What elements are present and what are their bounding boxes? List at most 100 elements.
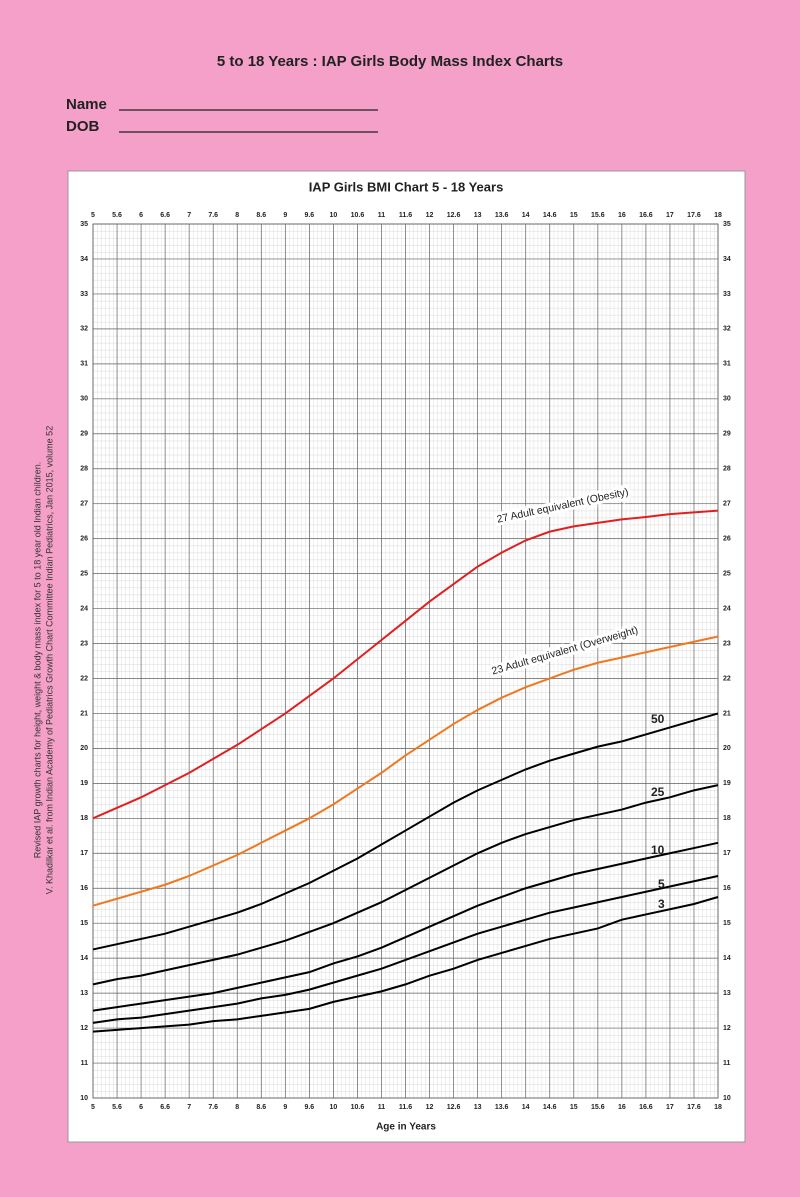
x-tick-label: 11	[378, 212, 386, 219]
x-tick-label: 8	[235, 1104, 239, 1111]
x-tick-label: 14.6	[543, 212, 557, 219]
y-tick-label: 26	[80, 535, 88, 542]
x-tick-label: 9	[283, 1104, 287, 1111]
series-line	[92, 635, 719, 907]
y-tick-label: 34	[80, 256, 88, 263]
x-tick-label: 18	[714, 212, 722, 219]
page-title: 5 to 18 Years : IAP Girls Body Mass Inde…	[217, 53, 563, 70]
x-tick-label: 17.6	[687, 1104, 701, 1111]
y-tick-label: 17	[723, 850, 731, 857]
x-tick-label: 15.6	[591, 1104, 605, 1111]
y-tick-label: 12	[723, 1025, 731, 1032]
x-tick-label: 10.6	[351, 1104, 365, 1111]
x-tick-label: 11.6	[399, 212, 412, 219]
series-line	[92, 509, 719, 820]
name-label: Name	[66, 96, 107, 113]
chart-title: IAP Girls BMI Chart 5 - 18 Years	[309, 179, 504, 194]
y-tick-label: 22	[80, 675, 88, 682]
x-tick-label: 8	[235, 212, 239, 219]
y-tick-label: 32	[723, 326, 731, 333]
x-tick-label: 6	[139, 1104, 143, 1111]
x-tick-label: 5	[91, 212, 95, 219]
y-tick-label: 23	[80, 640, 88, 647]
y-tick-label: 24	[723, 605, 731, 612]
y-tick-label: 15	[723, 920, 731, 927]
x-tick-label: 16.6	[639, 212, 653, 219]
x-tick-label: 7.6	[208, 1104, 218, 1111]
x-tick-label: 14	[522, 1104, 530, 1111]
footnote: V. Khadilkar et al. from Indian Academy …	[44, 426, 54, 894]
y-tick-label: 13	[723, 990, 731, 997]
series-line	[92, 896, 719, 1033]
y-tick-label: 33	[80, 291, 88, 298]
x-axis-label: Age in Years	[376, 1122, 436, 1133]
x-tick-label: 15	[570, 1104, 578, 1111]
series-line	[92, 841, 719, 1012]
y-tick-label: 30	[80, 396, 88, 403]
x-tick-label: 9	[283, 212, 287, 219]
x-tick-label: 13.6	[495, 1104, 509, 1111]
y-tick-label: 11	[723, 1060, 731, 1067]
y-tick-label: 16	[80, 885, 88, 892]
series-label: 10	[651, 843, 665, 857]
y-tick-label: 10	[80, 1095, 88, 1102]
x-tick-label: 16.6	[639, 1104, 653, 1111]
series-line	[92, 712, 719, 951]
series-label: 5	[658, 877, 665, 891]
y-tick-label: 34	[723, 256, 731, 263]
y-tick-label: 10	[723, 1095, 731, 1102]
footnote: Revised IAP growth charts for height, we…	[32, 462, 42, 859]
y-tick-label: 14	[723, 955, 731, 962]
x-tick-label: 15.6	[591, 212, 605, 219]
x-tick-label: 5.6	[112, 212, 122, 219]
x-tick-label: 9.6	[304, 1104, 314, 1111]
x-tick-label: 10.6	[351, 212, 365, 219]
y-tick-label: 20	[80, 745, 88, 752]
y-tick-label: 14	[80, 955, 88, 962]
x-tick-label: 7	[187, 212, 191, 219]
x-tick-label: 7	[187, 1104, 191, 1111]
x-tick-label: 13	[474, 1104, 482, 1111]
x-tick-label: 6.6	[160, 212, 170, 219]
y-tick-label: 15	[80, 920, 88, 927]
x-tick-label: 12	[426, 212, 434, 219]
y-tick-label: 11	[81, 1060, 89, 1067]
x-tick-label: 12.6	[447, 212, 461, 219]
y-tick-label: 28	[723, 466, 731, 473]
x-tick-label: 18	[714, 1104, 722, 1111]
y-tick-label: 35	[80, 221, 88, 228]
y-tick-label: 28	[80, 466, 88, 473]
x-tick-label: 9.6	[304, 212, 314, 219]
y-tick-label: 26	[723, 535, 731, 542]
x-tick-label: 6	[139, 212, 143, 219]
x-tick-label: 14	[522, 212, 530, 219]
y-tick-label: 35	[723, 221, 731, 228]
y-tick-label: 32	[80, 326, 88, 333]
series-line	[92, 784, 719, 986]
y-tick-label: 23	[723, 640, 731, 647]
y-tick-label: 24	[80, 605, 88, 612]
x-tick-label: 8.6	[256, 212, 266, 219]
x-tick-label: 6.6	[160, 1104, 170, 1111]
y-tick-label: 22	[723, 675, 731, 682]
x-tick-label: 17.6	[687, 212, 701, 219]
y-tick-label: 25	[723, 570, 731, 577]
y-tick-label: 18	[80, 815, 88, 822]
x-tick-label: 11	[378, 1104, 386, 1111]
x-tick-label: 5	[91, 1104, 95, 1111]
y-tick-label: 25	[80, 570, 88, 577]
y-tick-label: 29	[723, 431, 731, 438]
dob-label: DOB	[66, 118, 100, 135]
y-tick-label: 30	[723, 396, 731, 403]
y-tick-label: 31	[80, 361, 88, 368]
series-label: 50	[651, 712, 665, 726]
y-tick-label: 18	[723, 815, 731, 822]
x-tick-label: 17	[666, 212, 674, 219]
y-tick-label: 16	[723, 885, 731, 892]
y-tick-label: 12	[80, 1025, 88, 1032]
y-tick-label: 27	[80, 501, 88, 508]
series-label: 3	[658, 897, 665, 911]
y-tick-label: 29	[80, 431, 88, 438]
x-tick-label: 5.6	[112, 1104, 122, 1111]
